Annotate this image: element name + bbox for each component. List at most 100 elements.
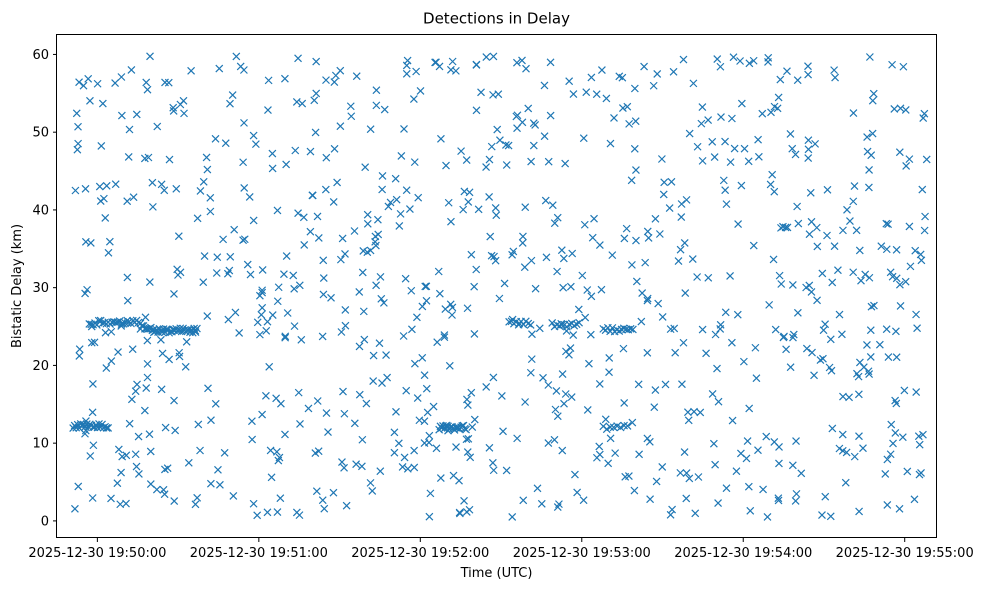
data-point — [682, 469, 691, 477]
data-point — [102, 181, 111, 190]
data-point — [678, 380, 686, 389]
data-point — [410, 359, 419, 368]
data-point — [281, 430, 289, 439]
data-point — [211, 399, 220, 408]
data-point — [207, 416, 215, 425]
data-point — [540, 81, 549, 90]
data-point — [868, 96, 877, 105]
data-point — [698, 325, 707, 334]
data-point — [855, 507, 864, 516]
data-point — [768, 170, 777, 179]
data-point — [263, 508, 272, 517]
data-point — [900, 386, 909, 395]
data-point — [524, 104, 533, 113]
data-point — [623, 102, 632, 111]
data-point — [527, 256, 536, 265]
data-point — [486, 232, 495, 241]
data-point — [521, 398, 530, 406]
data-point — [825, 363, 834, 372]
data-point — [158, 349, 167, 358]
data-point — [492, 211, 501, 220]
data-point — [239, 158, 248, 167]
data-point — [290, 322, 299, 331]
data-point — [422, 384, 431, 393]
data-point — [920, 109, 929, 118]
data-point — [448, 311, 456, 319]
x-tick-label: 2025-12-30 19:51:00 — [190, 546, 328, 561]
data-point — [850, 182, 859, 190]
data-point — [224, 315, 233, 324]
data-point — [794, 219, 803, 228]
data-point — [886, 450, 895, 459]
data-point — [604, 459, 613, 468]
data-point — [920, 226, 929, 235]
data-point — [783, 223, 792, 232]
data-point — [764, 57, 772, 66]
data-point — [336, 122, 345, 131]
data-point — [101, 328, 110, 337]
data-point — [744, 157, 753, 166]
data-point — [716, 320, 725, 329]
data-point — [561, 159, 570, 168]
data-point — [403, 464, 412, 473]
data-point — [544, 157, 553, 166]
data-point — [355, 390, 364, 399]
data-point — [866, 326, 875, 335]
data-point — [394, 439, 403, 448]
data-point — [376, 467, 385, 476]
data-point — [804, 136, 813, 145]
data-point — [274, 283, 283, 292]
data-point — [869, 89, 878, 98]
data-point — [899, 62, 908, 71]
y-axis-title: Bistatic Delay (km) — [10, 224, 25, 348]
data-point — [253, 511, 262, 520]
data-point — [826, 335, 835, 344]
data-point — [804, 145, 813, 154]
data-point — [676, 468, 685, 477]
data-point — [71, 186, 80, 195]
data-point — [551, 405, 560, 414]
data-point — [887, 420, 896, 429]
data-point — [749, 241, 758, 250]
data-point — [170, 497, 179, 506]
data-point — [679, 55, 688, 64]
data-point — [311, 128, 320, 137]
data-point — [214, 465, 222, 474]
data-point — [855, 432, 863, 441]
data-point — [229, 491, 238, 500]
data-point — [620, 234, 629, 243]
data-point — [412, 67, 421, 76]
data-point — [574, 305, 583, 314]
data-point — [882, 245, 891, 254]
data-point — [759, 485, 767, 494]
data-point — [230, 225, 239, 234]
data-point — [521, 203, 530, 212]
data-point — [327, 293, 335, 302]
data-point — [810, 371, 818, 380]
data-point — [553, 503, 562, 511]
data-point — [117, 468, 126, 477]
data-point — [802, 283, 811, 292]
data-point — [444, 198, 453, 207]
data-point — [463, 448, 472, 456]
data-point — [568, 249, 577, 258]
data-point — [524, 319, 533, 328]
data-point — [615, 72, 624, 81]
data-point — [97, 141, 106, 150]
data-point — [219, 235, 228, 244]
data-point — [550, 435, 559, 444]
data-point — [402, 186, 411, 195]
data-point — [667, 177, 676, 186]
data-point — [442, 161, 450, 170]
data-point — [905, 222, 914, 231]
data-point — [818, 511, 826, 520]
data-point — [304, 404, 313, 413]
data-point — [266, 446, 275, 455]
data-point — [312, 89, 321, 98]
data-point — [837, 330, 846, 339]
data-point — [102, 364, 111, 373]
data-point — [522, 64, 530, 73]
data-point — [698, 156, 707, 165]
data-point — [867, 302, 876, 311]
data-point — [658, 462, 667, 471]
